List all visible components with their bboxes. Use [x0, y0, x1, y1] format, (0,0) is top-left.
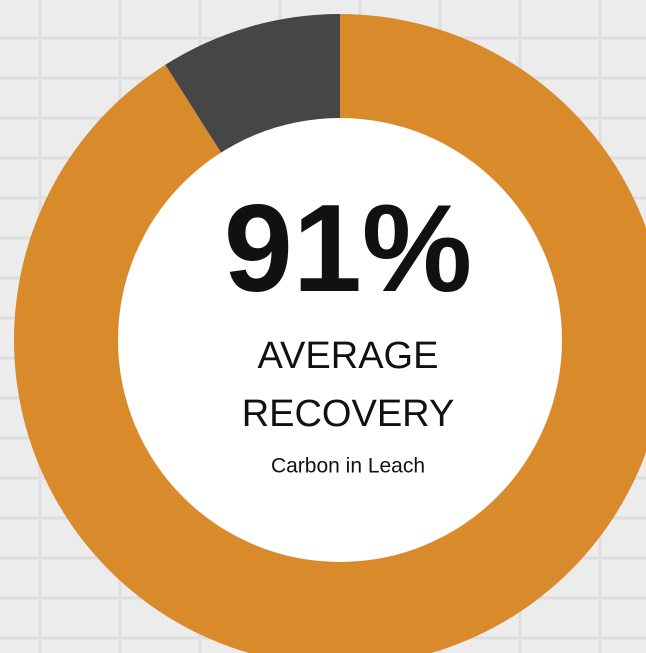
caption-line: RECOVERY [242, 393, 455, 435]
center-value: 91% [224, 180, 472, 318]
subcaption: Carbon in Leach [271, 455, 425, 478]
caption-line: AVERAGE [258, 335, 439, 377]
donut-hole [118, 118, 562, 562]
